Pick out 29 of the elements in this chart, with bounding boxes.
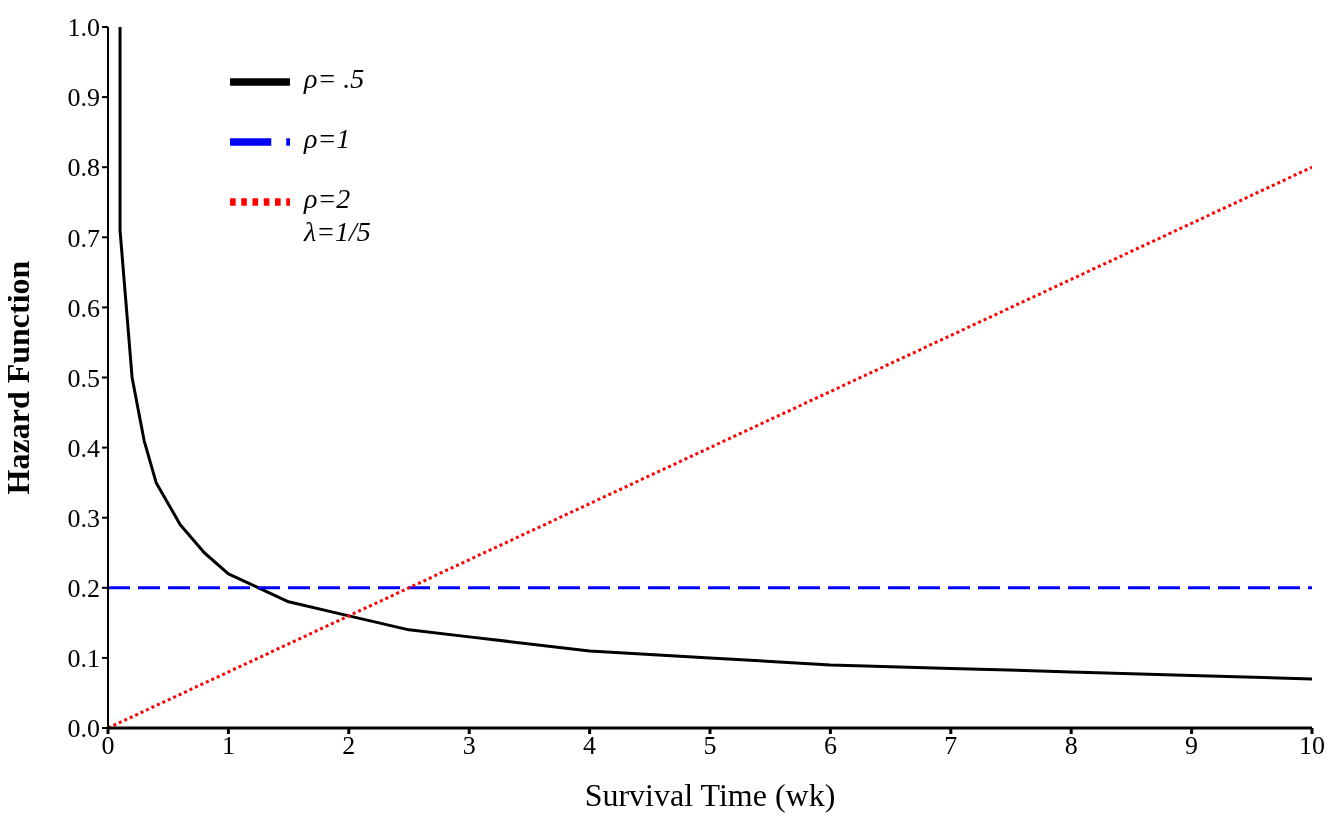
legend-label: ρ=2 bbox=[304, 183, 351, 215]
x-tick-label: 9 bbox=[1185, 731, 1199, 761]
x-tick-label: 5 bbox=[703, 731, 717, 761]
legend-label: ρ=1 bbox=[304, 123, 351, 155]
y-tick-label: 0.9 bbox=[67, 83, 100, 113]
y-tick-label: 0.7 bbox=[67, 223, 100, 253]
y-tick-label: 1.0 bbox=[67, 13, 100, 43]
y-tick-label: 0.3 bbox=[67, 503, 100, 533]
y-tick-label: 0.1 bbox=[67, 644, 100, 674]
x-tick-label: 7 bbox=[944, 731, 958, 761]
y-tick-label: 0.5 bbox=[67, 363, 100, 393]
y-tick-label: 0.2 bbox=[67, 574, 100, 604]
x-axis-title: Survival Time (wk) bbox=[584, 777, 836, 813]
line-series bbox=[118, 27, 1312, 681]
y-tick-label: 0.4 bbox=[67, 433, 100, 463]
annotation: λ=1/5 bbox=[304, 216, 371, 248]
x-tick-label: 0 bbox=[101, 731, 115, 761]
y-tick-label: 0.6 bbox=[67, 293, 100, 323]
x-tick-label: 10 bbox=[1299, 731, 1325, 761]
legend-label: ρ= .5 bbox=[304, 63, 365, 95]
x-tick-label: 1 bbox=[221, 731, 235, 761]
x-tick-label: 3 bbox=[462, 731, 476, 761]
x-tick-label: 4 bbox=[583, 731, 597, 761]
x-tick-label: 8 bbox=[1064, 731, 1078, 761]
y-tick-label: 0.8 bbox=[67, 153, 100, 183]
y-tick-label: 0.0 bbox=[67, 714, 100, 744]
x-tick-label: 6 bbox=[823, 731, 837, 761]
y-axis-title: Hazard Function bbox=[0, 260, 37, 495]
x-tick-label: 2 bbox=[342, 731, 356, 761]
